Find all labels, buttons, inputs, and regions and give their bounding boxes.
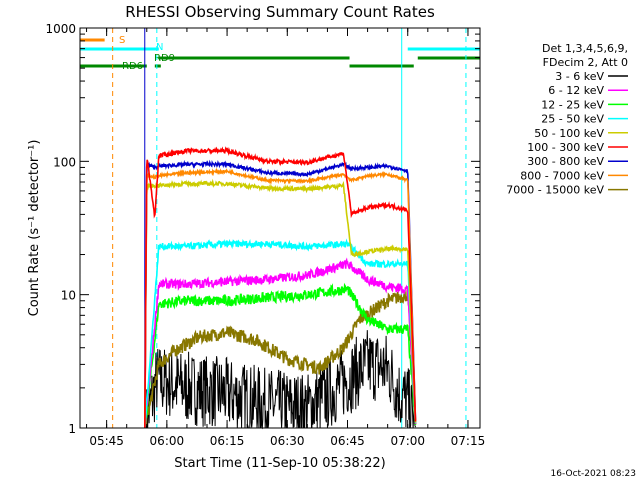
y-tick-label-0: 1 <box>68 422 76 436</box>
legend-label-5: 100 - 300 keV <box>527 141 604 154</box>
series-line-2 <box>144 282 417 429</box>
series-line-8 <box>144 289 417 429</box>
series-line-5 <box>144 146 417 429</box>
series-line-4 <box>144 178 417 429</box>
flag-label-n: N <box>156 42 163 53</box>
series-line-6 <box>144 159 417 429</box>
y-tick-label-2: 100 <box>53 155 76 169</box>
x-tick-label-6: 07:15 <box>451 434 486 448</box>
y-axis-label: Count Rate (s⁻¹ detector⁻¹) <box>27 140 42 317</box>
legend-label-6: 300 - 800 keV <box>527 155 604 168</box>
y-tick-label-3: 1000 <box>45 22 76 36</box>
legend-label-0: 3 - 6 keV <box>555 70 604 83</box>
x-tick-label-2: 06:15 <box>210 434 245 448</box>
legend-header-1: FDecim 2, Att 0 <box>543 56 628 69</box>
x-tick-label-1: 06:00 <box>150 434 185 448</box>
x-tick-label-3: 06:30 <box>270 434 305 448</box>
flag-label-s: S <box>119 35 125 46</box>
chart-title: RHESSI Observing Summary Count Rates <box>125 3 435 21</box>
legend-header-0: Det 1,3,4,5,6,9, <box>542 42 628 55</box>
series-line-1 <box>144 257 417 429</box>
legend: Det 1,3,4,5,6,9,FDecim 2, Att 03 - 6 keV… <box>506 42 628 197</box>
plot-frame <box>79 27 481 429</box>
legend-label-8: 7000 - 15000 keV <box>506 184 604 197</box>
legend-label-2: 12 - 25 keV <box>541 98 604 111</box>
flag-label-rd6: RD6 <box>122 61 143 72</box>
series-line-3 <box>144 238 417 429</box>
x-tick-label-5: 07:00 <box>390 434 425 448</box>
x-tick-label-0: 05:45 <box>89 434 124 448</box>
flag-label-rd9: RD9 <box>154 53 175 64</box>
legend-label-3: 25 - 50 keV <box>541 113 604 126</box>
series-line-0 <box>144 330 416 430</box>
footer-date: 16-Oct-2021 08:23 <box>551 469 636 479</box>
legend-label-1: 6 - 12 keV <box>548 84 604 97</box>
y-tick-label-1: 10 <box>61 289 76 303</box>
x-tick-label-4: 06:45 <box>330 434 365 448</box>
legend-label-7: 800 - 7000 keV <box>520 169 604 182</box>
series-line-7 <box>144 167 417 429</box>
legend-label-4: 50 - 100 keV <box>534 127 604 140</box>
x-axis-label: Start Time (11-Sep-10 05:38:22) <box>174 456 385 471</box>
